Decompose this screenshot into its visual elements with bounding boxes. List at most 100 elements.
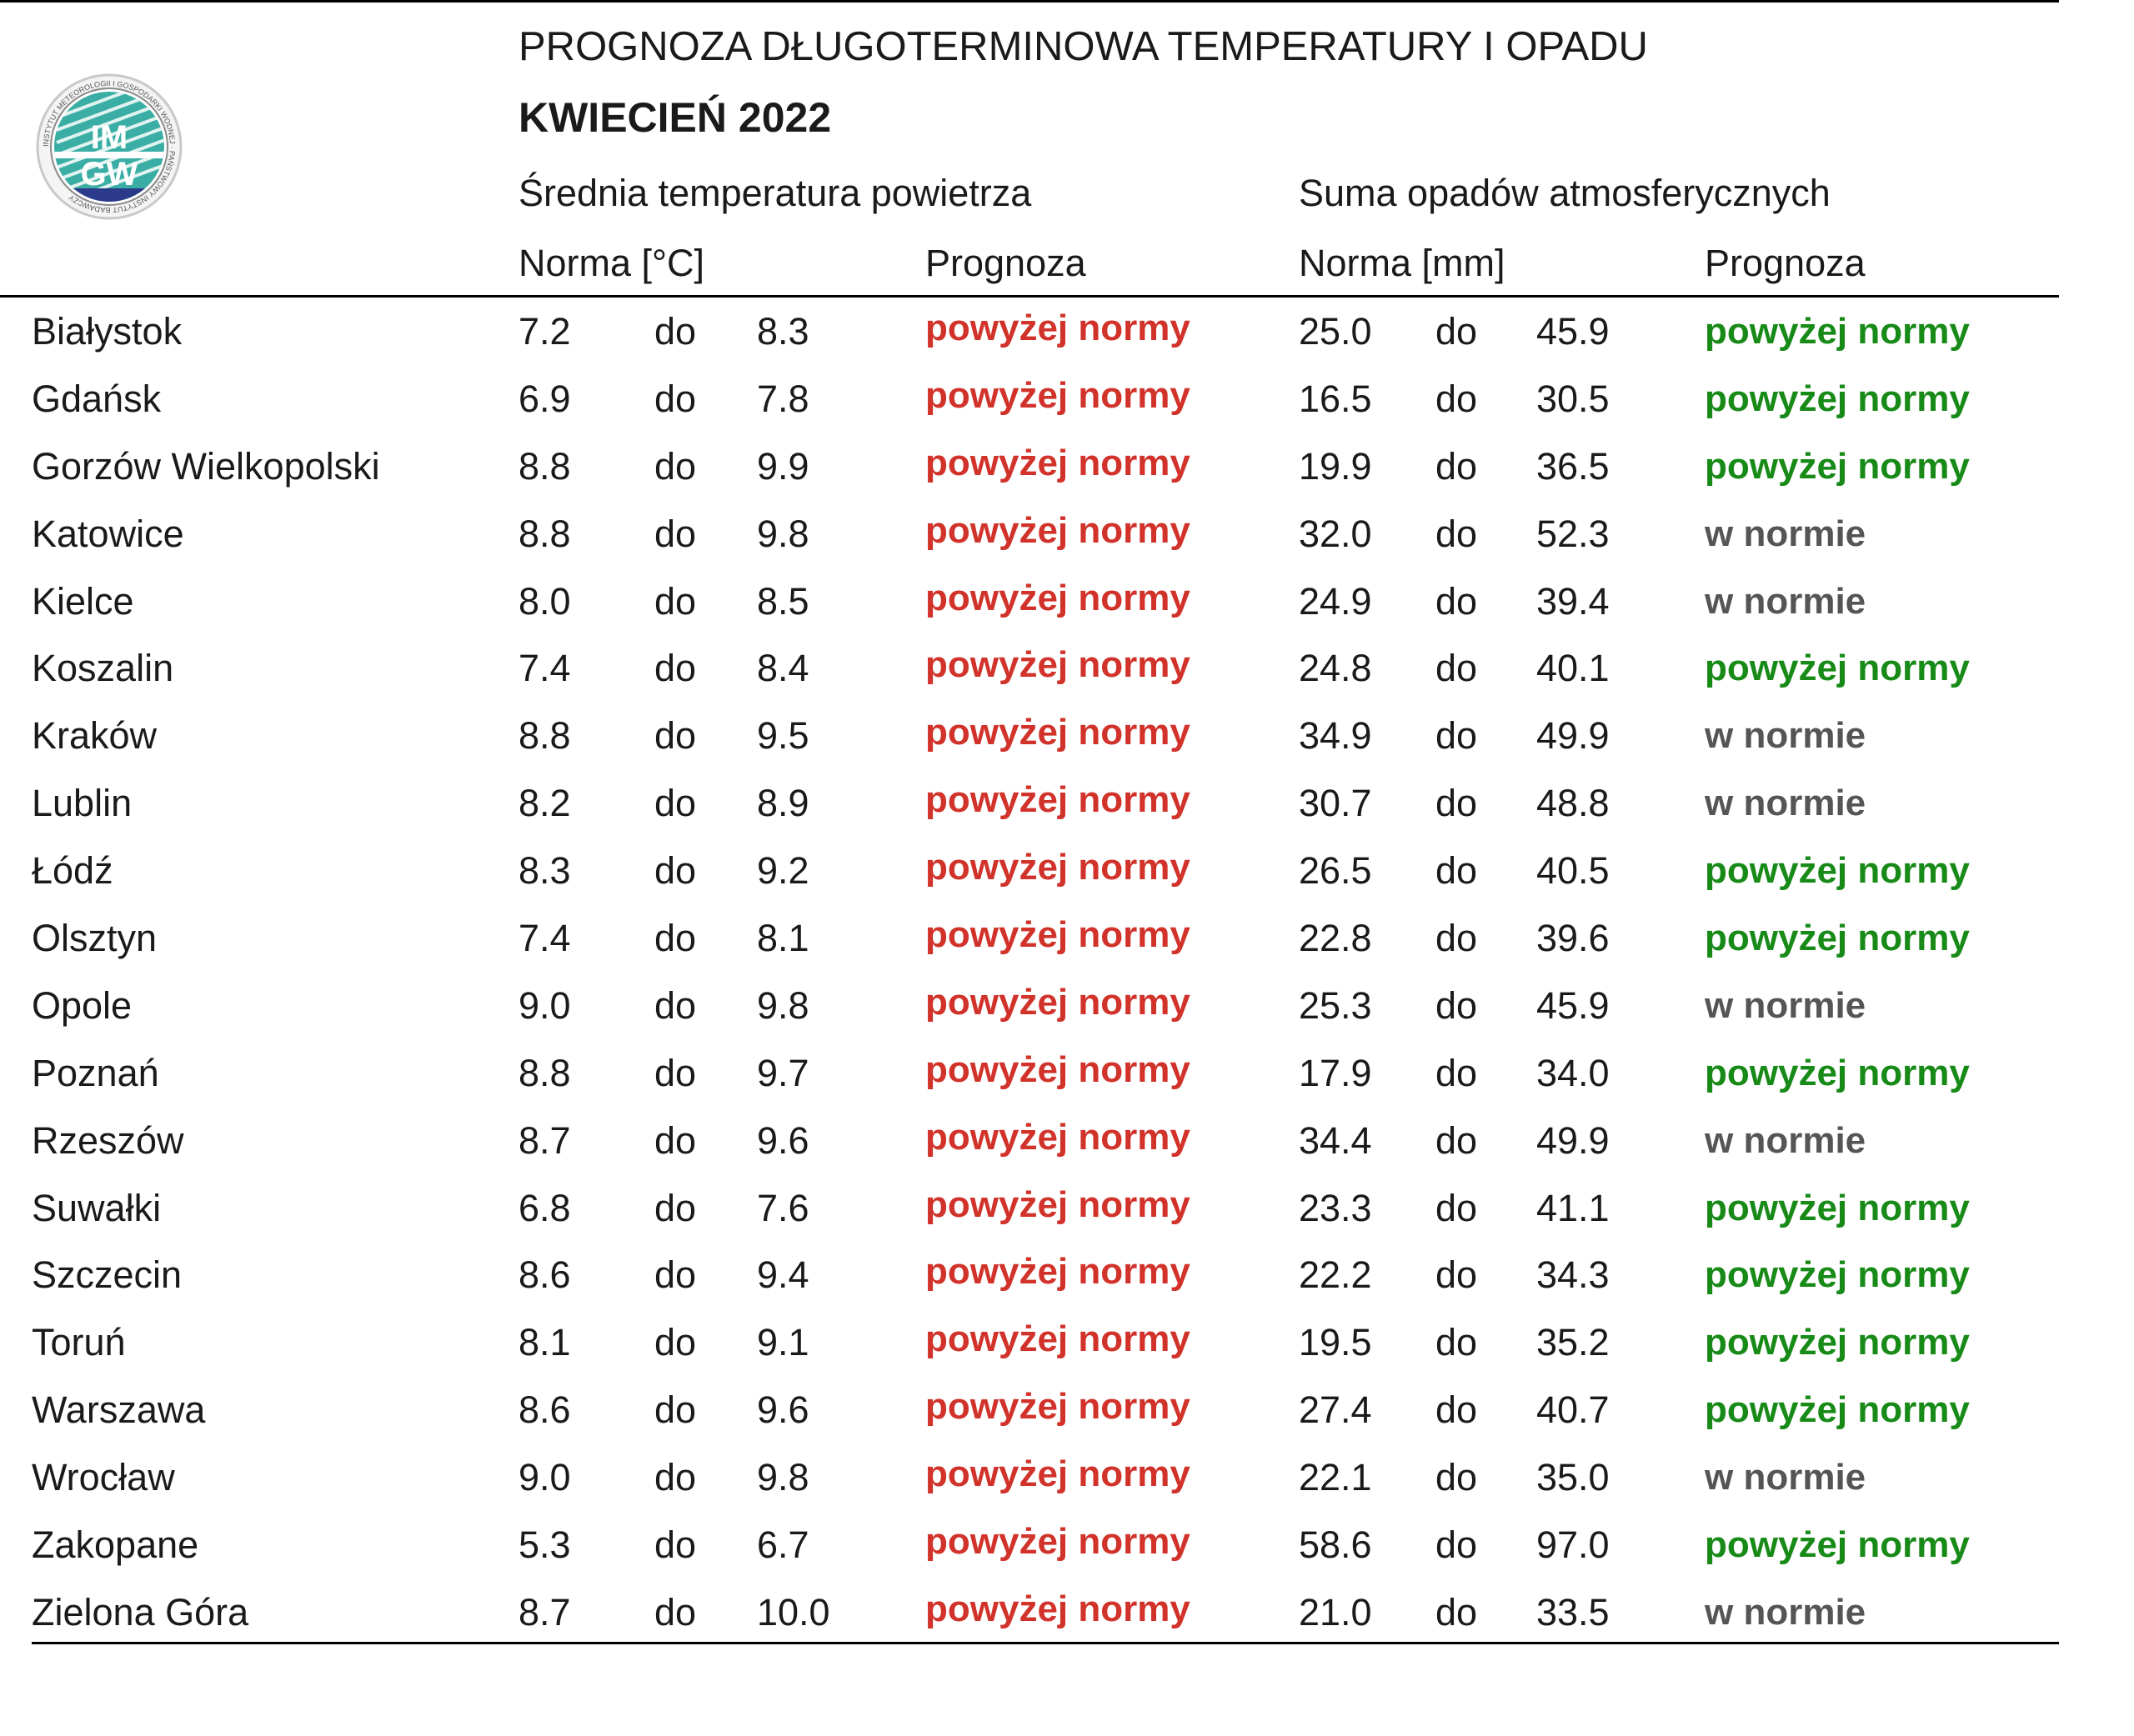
precip-norm-max: 41.1: [1536, 1186, 1610, 1229]
table-row: Zakopane 5.3 do 6.7 powyżej normy 58.6 do 97.0 p…: [0, 1516, 2059, 1583]
table-row: Rzeszów 8.7 do 9.6 powyżej normy 34.4 do 49.9 w …: [0, 1112, 2059, 1179]
precip-norm-separator: do: [1435, 444, 1478, 488]
precip-forecast: powyżej normy: [1705, 1389, 1970, 1431]
temp-norm-max: 9.8: [757, 1456, 809, 1499]
precip-norm-max: 35.2: [1536, 1321, 1610, 1364]
page-subtitle: KWIECIEŃ 2022: [518, 94, 832, 141]
precip-norm-min: 24.9: [1299, 579, 1372, 623]
temp-forecast: powyżej normy: [925, 981, 1190, 1023]
precip-norm-min: 17.9: [1299, 1051, 1372, 1094]
table-row: Lublin 8.2 do 8.9 powyżej normy 30.7 do 48.8 w n…: [0, 774, 2059, 842]
temp-norm-min: 6.8: [518, 1186, 571, 1229]
temp-norm-separator: do: [654, 512, 697, 555]
precip-norm-min: 34.9: [1299, 714, 1372, 758]
precip-forecast: powyżej normy: [1705, 445, 1970, 487]
temp-forecast: powyżej normy: [925, 779, 1190, 821]
table-row: Katowice 8.8 do 9.8 powyżej normy 32.0 do 52.3 w…: [0, 505, 2059, 573]
precip-norm-min: 21.0: [1299, 1590, 1372, 1633]
precip-norm-separator: do: [1435, 1456, 1478, 1499]
temp-norm-min: 8.7: [518, 1590, 571, 1633]
city-cell: Gdańsk: [32, 377, 162, 420]
city-cell: Kielce: [32, 579, 134, 623]
precip-norm-min: 25.0: [1299, 310, 1372, 353]
temp-norm-min: 8.8: [518, 512, 571, 555]
temp-norm-max: 9.8: [757, 983, 809, 1027]
temp-norm-min: 5.3: [518, 1523, 571, 1567]
precip-norm-max: 49.9: [1536, 714, 1610, 758]
temp-norm-max: 6.7: [757, 1523, 809, 1567]
temp-norm-separator: do: [654, 377, 697, 420]
precip-norm-max: 35.0: [1536, 1456, 1610, 1499]
city-cell: Poznań: [32, 1051, 159, 1094]
precip-forecast: powyżej normy: [1705, 378, 1970, 419]
temp-norm-max: 8.4: [757, 647, 809, 690]
precip-norm-separator: do: [1435, 714, 1478, 758]
city-cell: Wrocław: [32, 1456, 175, 1499]
table-row: Olsztyn 7.4 do 8.1 powyżej normy 22.8 do 39.6 po…: [0, 909, 2059, 977]
city-cell: Białystok: [32, 310, 183, 353]
table-row: Szczecin 8.6 do 9.4 powyżej normy 22.2 do 34.3 p…: [0, 1246, 2059, 1313]
table-row: Łódź 8.3 do 9.2 powyżej normy 26.5 do 40.5 powyż…: [0, 842, 2059, 909]
precip-norm-min: 58.6: [1299, 1523, 1372, 1567]
city-cell: Opole: [32, 983, 133, 1027]
precip-norm-max: 36.5: [1536, 444, 1610, 488]
precip-norm-max: 52.3: [1536, 512, 1610, 555]
precip-forecast: powyżej normy: [1705, 1052, 1970, 1093]
temp-norm-min: 7.4: [518, 647, 571, 690]
precip-norm-max: 45.9: [1536, 983, 1610, 1027]
precip-forecast: w normie: [1705, 580, 1866, 622]
precip-norm-min: 27.4: [1299, 1388, 1372, 1432]
precip-norm-max: 34.0: [1536, 1051, 1610, 1094]
precip-norm-min: 19.5: [1299, 1321, 1372, 1364]
table-row: Kielce 8.0 do 8.5 powyżej normy 24.9 do 39.4 w n…: [0, 573, 2059, 640]
table-row: Suwałki 6.8 do 7.6 powyżej normy 23.3 do 41.1 po…: [0, 1179, 2059, 1247]
precip-norm-separator: do: [1435, 310, 1478, 353]
precip-norm-max: 40.7: [1536, 1388, 1610, 1432]
precip-forecast: powyżej normy: [1705, 1322, 1970, 1363]
top-rule: [0, 0, 2059, 3]
temp-norm-max: 9.8: [757, 512, 809, 555]
precip-forecast: powyżej normy: [1705, 1187, 1970, 1228]
precip-norm-max: 48.8: [1536, 782, 1610, 825]
table-row: Zielona Góra 8.7 do 10.0 powyżej normy 21.0 do…: [0, 1583, 2059, 1651]
precip-norm-min: 30.7: [1299, 782, 1372, 825]
temp-norm-min: 9.0: [518, 1456, 571, 1499]
table-row: Wrocław 9.0 do 9.8 powyżej normy 22.1 do 35.0 w …: [0, 1448, 2059, 1516]
temperature-section-heading: Średnia temperatura powietrza: [518, 172, 1032, 214]
temp-forecast: powyżej normy: [925, 1048, 1190, 1090]
temp-forecast: powyżej normy: [925, 847, 1190, 888]
precip-norm-max: 97.0: [1536, 1523, 1610, 1567]
precip-norm-min: 16.5: [1299, 377, 1372, 420]
city-cell: Zielona Góra: [32, 1590, 249, 1633]
temp-forecast: powyżej normy: [925, 914, 1190, 956]
table-row: Poznań 8.8 do 9.7 powyżej normy 17.9 do 34.0 pow…: [0, 1044, 2059, 1112]
temp-forecast: powyżej normy: [925, 1318, 1190, 1360]
logo-text-top: IM: [91, 119, 128, 156]
table-row: Warszawa 8.6 do 9.6 powyżej normy 27.4 do 40.7 p…: [0, 1381, 2059, 1448]
city-cell: Olsztyn: [32, 917, 158, 960]
temp-norm-min: 8.6: [518, 1253, 571, 1297]
temp-forecast: powyżej normy: [925, 374, 1190, 416]
temp-norm-min: 8.3: [518, 849, 571, 893]
temp-forecast-header: Prognoza: [925, 242, 1086, 284]
temp-forecast: powyżej normy: [925, 509, 1190, 551]
temp-forecast: powyżej normy: [925, 1116, 1190, 1158]
precip-norm-separator: do: [1435, 983, 1478, 1027]
precip-norm-separator: do: [1435, 1051, 1478, 1094]
temp-norm-min: 8.8: [518, 1051, 571, 1094]
precip-norm-separator: do: [1435, 1388, 1478, 1432]
precip-forecast: w normie: [1705, 1119, 1866, 1161]
precip-forecast: w normie: [1705, 715, 1866, 757]
temp-norm-separator: do: [654, 1456, 697, 1499]
temp-norm-max: 8.1: [757, 917, 809, 960]
precip-norm-min: 25.3: [1299, 983, 1372, 1027]
temp-norm-min: 8.0: [518, 579, 571, 623]
precip-forecast: powyżej normy: [1705, 1524, 1970, 1566]
city-cell: Suwałki: [32, 1186, 162, 1229]
temp-norm-min: 8.7: [518, 1118, 571, 1162]
precip-norm-min: 23.3: [1299, 1186, 1372, 1229]
precip-norm-max: 49.9: [1536, 1118, 1610, 1162]
precip-forecast: w normie: [1705, 513, 1866, 554]
temp-norm-min: 6.9: [518, 377, 571, 420]
temp-forecast: powyżej normy: [925, 442, 1190, 483]
